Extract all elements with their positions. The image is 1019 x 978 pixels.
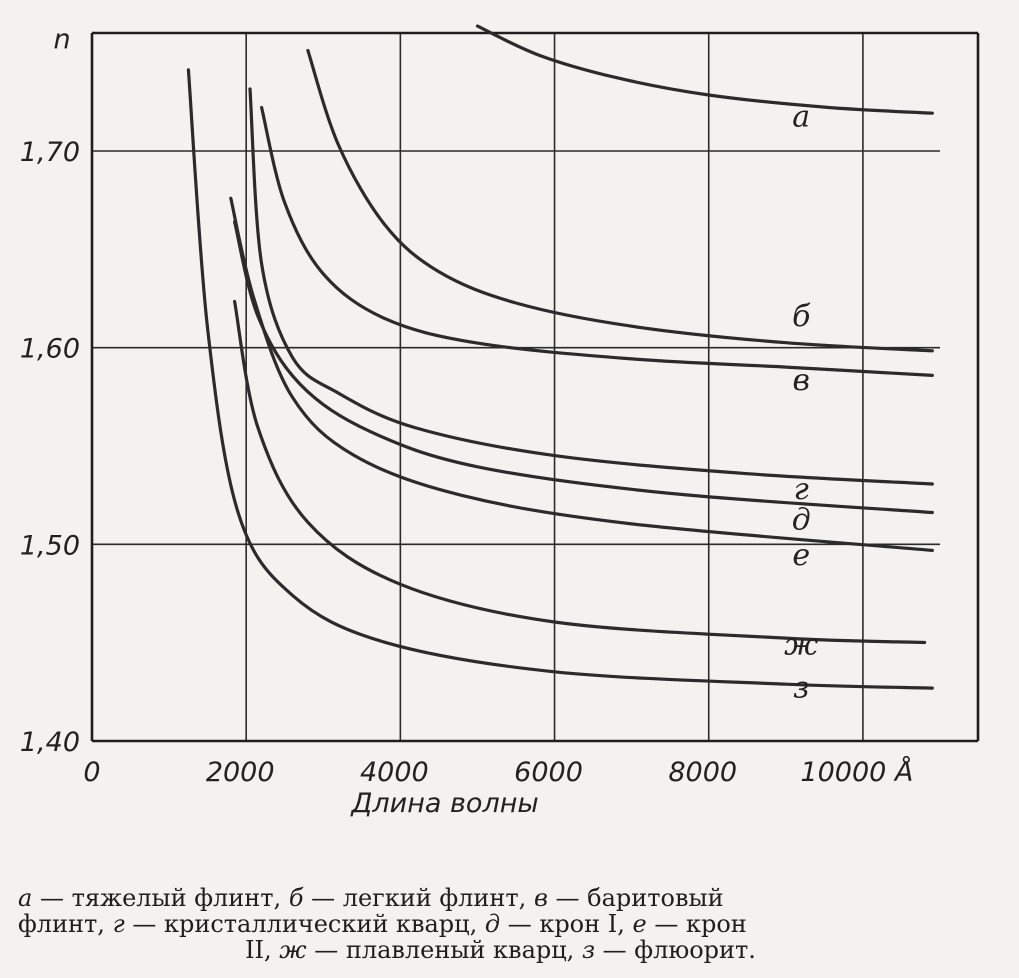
series-line-5: [233, 220, 934, 515]
caption-line-1: а — тяжелый флинт, б — легкий флинт, в —…: [18, 885, 983, 911]
x-tick-label-2: 4000: [360, 757, 429, 788]
caption-text: — кристаллический кварц,: [124, 910, 485, 938]
chart-axes: [90, 31, 980, 743]
curve-label-3: в: [793, 363, 810, 398]
x-axis-title: Длина волны: [350, 788, 538, 819]
curve-label-6: е: [792, 538, 810, 573]
y-axis-title: n: [53, 24, 70, 55]
series-line-3: [260, 105, 934, 377]
x-tick-label-1: 2000: [206, 757, 275, 788]
caption-series-label-2: б: [288, 884, 304, 912]
chart-curves: [186, 24, 934, 690]
series-line-7: [233, 299, 927, 645]
curve-label-2: б: [792, 299, 811, 334]
series-line-4: [248, 87, 934, 486]
caption-text: II,: [245, 936, 280, 964]
caption-series-label-4: г: [112, 910, 125, 938]
caption-text: — крон: [646, 910, 747, 938]
caption-series-label-5: д: [484, 910, 501, 938]
y-tick-label-1: 1,50: [20, 530, 80, 561]
curve-label-7: ж: [784, 627, 818, 662]
caption-text: флинт,: [18, 910, 113, 938]
chart-curve-labels: а бв где жз: [784, 99, 818, 705]
caption-text: — легкий флинт,: [303, 884, 534, 912]
caption-text: — тяжелый флинт,: [32, 884, 289, 912]
caption-line-3: II, ж — плавленый кварц, з — флюорит.: [18, 937, 983, 963]
caption-series-label-6: е: [632, 910, 647, 938]
figure-caption: а — тяжелый флинт, б — легкий флинт, в —…: [18, 885, 983, 963]
curve-label-1: а: [792, 99, 810, 134]
x-tick-label-3: 6000: [514, 757, 583, 788]
x-tick-label-5: 10000 Å: [800, 756, 913, 788]
y-tick-label-2: 1,60: [20, 334, 80, 365]
series-line-8: [186, 68, 934, 690]
caption-text: — флюорит.: [595, 936, 756, 964]
curve-label-8: з: [793, 671, 809, 706]
caption-series-label-3: в: [533, 884, 548, 912]
x-tick-label-0: 0: [83, 757, 100, 788]
refractive-index-chart: 0 2000 4000 6000 8000 10000 Å 1,40 1,50 1,60 1,70…: [20, 24, 980, 819]
x-tick-label-4: 8000: [668, 757, 737, 788]
caption-series-label-8: з: [581, 936, 596, 964]
series-line-1: [475, 24, 934, 115]
caption-series-label-1: а: [18, 884, 33, 912]
caption-series-label-7: ж: [279, 936, 307, 964]
series-line-6: [229, 196, 934, 552]
caption-text: — баритовый: [547, 884, 724, 912]
series-line-2: [306, 48, 934, 353]
caption-text: — плавленый кварц,: [306, 936, 582, 964]
caption-line-2: флинт, г — кристаллический кварц, д — кр…: [18, 911, 983, 937]
y-tick-label-0: 1,40: [20, 727, 80, 758]
caption-text: — крон I,: [500, 910, 633, 938]
y-tick-label-3: 1,70: [20, 137, 80, 168]
chart-tick-labels: 0 2000 4000 6000 8000 10000 Å 1,40 1,50 1,60 1,70: [20, 137, 914, 788]
curve-label-4: г: [794, 472, 809, 507]
curve-label-5: д: [792, 503, 811, 538]
